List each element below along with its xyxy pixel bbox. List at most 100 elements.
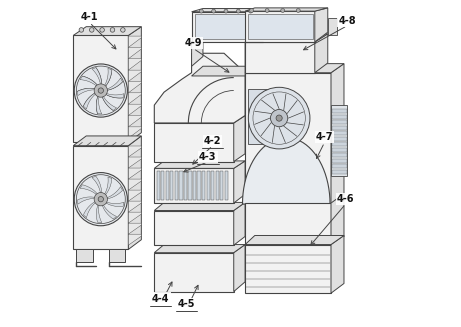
Polygon shape xyxy=(245,11,315,42)
Circle shape xyxy=(89,28,94,32)
Polygon shape xyxy=(73,136,142,146)
Polygon shape xyxy=(331,126,347,130)
Polygon shape xyxy=(128,168,142,179)
Polygon shape xyxy=(103,201,124,207)
Circle shape xyxy=(94,193,107,206)
Circle shape xyxy=(276,115,282,121)
Polygon shape xyxy=(245,236,344,245)
Polygon shape xyxy=(104,78,123,91)
Polygon shape xyxy=(331,153,347,157)
Polygon shape xyxy=(96,94,102,114)
Polygon shape xyxy=(245,8,328,11)
Polygon shape xyxy=(83,200,98,218)
Polygon shape xyxy=(331,235,344,293)
Polygon shape xyxy=(103,92,124,98)
Polygon shape xyxy=(154,245,245,253)
Polygon shape xyxy=(165,171,169,200)
Text: 4-2: 4-2 xyxy=(204,136,221,146)
Polygon shape xyxy=(128,127,142,138)
Text: 4-7: 4-7 xyxy=(316,132,333,143)
Circle shape xyxy=(296,9,300,12)
Polygon shape xyxy=(234,115,245,162)
Polygon shape xyxy=(263,9,274,42)
Circle shape xyxy=(224,9,228,13)
Polygon shape xyxy=(154,161,245,168)
Polygon shape xyxy=(175,171,178,200)
Polygon shape xyxy=(154,211,234,245)
Polygon shape xyxy=(245,34,328,42)
Circle shape xyxy=(271,110,288,127)
Text: 4-5: 4-5 xyxy=(178,299,195,309)
Text: 4-8: 4-8 xyxy=(338,16,356,26)
Circle shape xyxy=(265,9,269,12)
Circle shape xyxy=(74,64,127,117)
Polygon shape xyxy=(184,171,187,200)
Text: 4-1: 4-1 xyxy=(81,12,98,23)
Polygon shape xyxy=(234,202,245,245)
Circle shape xyxy=(98,197,103,202)
Circle shape xyxy=(98,88,103,93)
Polygon shape xyxy=(128,70,142,81)
Polygon shape xyxy=(242,138,331,204)
Polygon shape xyxy=(128,157,142,168)
Polygon shape xyxy=(192,66,256,76)
Polygon shape xyxy=(73,146,128,250)
Circle shape xyxy=(281,9,284,12)
Circle shape xyxy=(121,28,125,32)
Polygon shape xyxy=(128,201,142,212)
Polygon shape xyxy=(248,89,276,144)
Polygon shape xyxy=(128,179,142,190)
Polygon shape xyxy=(245,245,331,293)
Polygon shape xyxy=(92,176,101,196)
Polygon shape xyxy=(103,68,112,88)
Polygon shape xyxy=(128,146,142,157)
Circle shape xyxy=(248,87,310,149)
Polygon shape xyxy=(331,170,347,174)
Polygon shape xyxy=(331,137,347,141)
Polygon shape xyxy=(331,164,347,168)
Polygon shape xyxy=(128,27,142,143)
Polygon shape xyxy=(128,93,142,104)
Polygon shape xyxy=(216,171,219,200)
Circle shape xyxy=(248,9,253,13)
Polygon shape xyxy=(179,171,183,200)
Polygon shape xyxy=(128,190,142,201)
Polygon shape xyxy=(245,42,315,73)
Polygon shape xyxy=(248,14,313,39)
Polygon shape xyxy=(234,245,245,292)
Polygon shape xyxy=(104,187,123,199)
Polygon shape xyxy=(77,88,98,95)
Polygon shape xyxy=(189,171,192,200)
Polygon shape xyxy=(73,35,128,143)
Polygon shape xyxy=(331,105,347,177)
Polygon shape xyxy=(154,168,234,203)
Circle shape xyxy=(249,9,254,12)
Polygon shape xyxy=(331,131,347,135)
Polygon shape xyxy=(154,53,245,123)
Polygon shape xyxy=(331,64,344,204)
Polygon shape xyxy=(192,32,203,66)
Polygon shape xyxy=(80,76,99,88)
Polygon shape xyxy=(96,202,102,223)
Polygon shape xyxy=(128,212,142,223)
Polygon shape xyxy=(128,223,142,234)
Circle shape xyxy=(236,9,240,13)
Polygon shape xyxy=(170,171,173,200)
Polygon shape xyxy=(220,171,224,200)
Circle shape xyxy=(98,196,104,202)
Polygon shape xyxy=(128,234,142,245)
Polygon shape xyxy=(331,159,347,163)
Polygon shape xyxy=(331,120,347,124)
Polygon shape xyxy=(245,203,331,245)
Polygon shape xyxy=(77,250,93,262)
Circle shape xyxy=(94,84,107,97)
Polygon shape xyxy=(245,73,331,204)
Polygon shape xyxy=(225,171,228,200)
Polygon shape xyxy=(154,253,234,292)
Polygon shape xyxy=(192,12,263,42)
Circle shape xyxy=(100,28,104,32)
Polygon shape xyxy=(331,194,344,245)
Polygon shape xyxy=(128,47,142,59)
Polygon shape xyxy=(328,18,337,35)
Polygon shape xyxy=(101,94,117,111)
